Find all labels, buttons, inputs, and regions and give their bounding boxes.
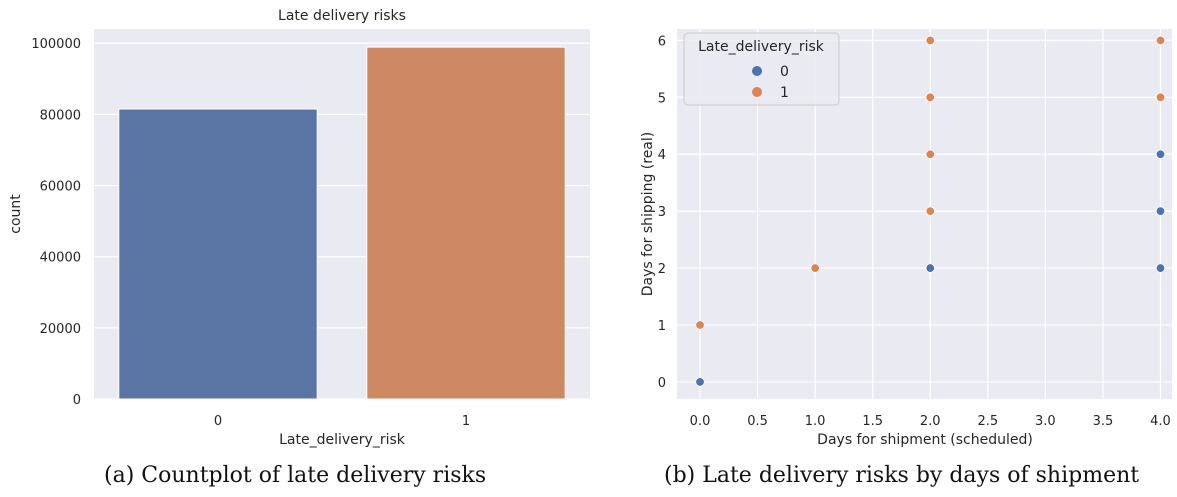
scatter-x-tick-label: 0.0 <box>690 414 711 429</box>
legend-label-1: 1 <box>780 85 789 101</box>
scatter-point-risk-1 <box>925 35 935 46</box>
scatter-point-risk-1 <box>925 149 935 159</box>
scatter-point-risk-1 <box>1155 92 1166 103</box>
scatter-y-tick-label: 4 <box>658 148 666 163</box>
countplot-y-ticks: 0 20000 40000 60000 80000 100000 <box>31 37 81 408</box>
scatter-point-risk-1 <box>925 92 935 103</box>
legend-title: Late_delivery_risk <box>698 39 825 55</box>
scatter-y-tick-label: 3 <box>658 205 666 220</box>
scatter-x-tick-label: 4.0 <box>1150 414 1171 429</box>
scatter-x-axis-label: Days for shipment (scheduled) <box>817 432 1033 448</box>
scatter-x-tick-label: 3.0 <box>1035 414 1056 429</box>
countplot-bar-0 <box>118 108 318 400</box>
scatter-point-risk-1 <box>695 320 705 330</box>
scatter-y-tick-label: 2 <box>658 262 666 277</box>
scatter-y-tick-label: 1 <box>658 319 666 334</box>
legend-marker-0 <box>752 66 762 76</box>
countplot-y-tick-label: 100000 <box>31 37 81 52</box>
scatter-y-tick-label: 0 <box>658 376 666 391</box>
scatter-points <box>695 35 1166 387</box>
countplot-y-tick-label: 80000 <box>40 108 81 123</box>
countplot-x-tick-label: 1 <box>462 414 470 429</box>
scatter-point-risk-0 <box>1155 149 1166 159</box>
scatter-x-tick-label: 3.5 <box>1093 414 1114 429</box>
scatter-point-risk-1 <box>1155 35 1166 46</box>
countplot-y-axis-label: count <box>8 194 24 234</box>
legend-label-0: 0 <box>780 64 789 80</box>
countplot-bars <box>118 46 566 400</box>
scatter-y-tick-label: 5 <box>658 91 666 106</box>
scatter-point-risk-1 <box>925 206 935 216</box>
scatter-legend: Late_delivery_risk 0 1 <box>683 32 840 106</box>
scatter-x-tick-label: 2.5 <box>977 414 998 429</box>
countplot-y-tick-label: 20000 <box>40 322 81 337</box>
scatter-x-ticks: 0.0 0.5 1.0 1.5 2.0 2.5 3.0 3.5 4.0 <box>690 414 1171 429</box>
scatter-point-risk-0 <box>925 263 935 273</box>
legend-marker-1 <box>752 87 762 97</box>
scatter-x-tick-label: 0.5 <box>747 414 768 429</box>
scatter-y-tick-label: 6 <box>658 34 666 49</box>
scatter-x-tick-label: 2.0 <box>920 414 941 429</box>
countplot-y-tick-label: 40000 <box>40 251 81 266</box>
countplot-y-tick-label: 60000 <box>40 180 81 195</box>
countplot-x-axis-label: Late_delivery_risk <box>279 432 406 448</box>
scatter-point-risk-1 <box>810 263 820 273</box>
countplot-x-tick-label: 0 <box>214 414 222 429</box>
scatter-y-axis-label: Days for shipping (real) <box>640 132 656 296</box>
scatter-chart: 0 1 2 3 4 5 6 0.0 0.5 1.0 1.5 2.0 2.5 3.0 3.5 4.0 Days… <box>640 29 1172 448</box>
scatter-point-risk-0 <box>695 377 705 387</box>
scatter-point-risk-0 <box>1155 263 1166 273</box>
countplot-y-tick-label: 0 <box>73 393 81 408</box>
scatter-y-ticks: 0 1 2 3 4 5 6 <box>658 34 666 391</box>
countplot-bar-1 <box>366 46 566 400</box>
countplot-title: Late delivery risks <box>278 8 406 24</box>
caption-a: (a) Countplot of late delivery risks <box>104 463 487 488</box>
scatter-x-tick-label: 1.0 <box>805 414 826 429</box>
scatter-x-tick-label: 1.5 <box>862 414 883 429</box>
scatter-point-risk-0 <box>1155 206 1166 216</box>
caption-b: (b) Late delivery risks by days of shipm… <box>664 463 1140 488</box>
